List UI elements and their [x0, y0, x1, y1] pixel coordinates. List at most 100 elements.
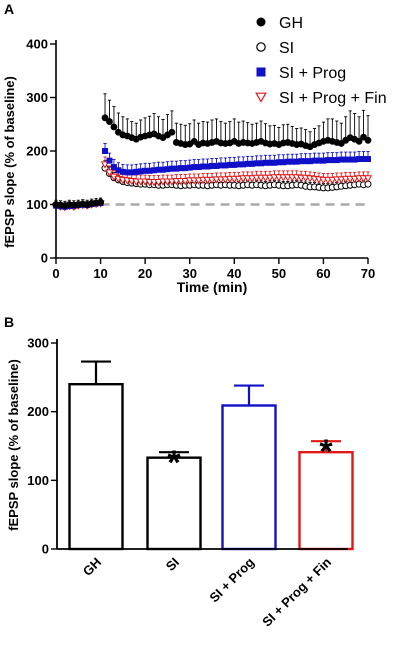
x-tick-label: 20	[138, 266, 152, 281]
data-point	[235, 161, 242, 168]
legend-marker	[256, 42, 266, 52]
data-point	[102, 148, 109, 154]
bars-layer: GH * SI SI + Prog * SI + Prog + Fin	[68, 360, 354, 629]
data-point	[311, 157, 318, 164]
data-point	[207, 176, 217, 185]
data-point	[124, 169, 131, 176]
data-point	[168, 128, 176, 136]
y-tick-label: 300	[26, 90, 48, 105]
data-point	[106, 118, 113, 125]
series-layer	[51, 93, 373, 212]
panel-a-label: A	[4, 1, 14, 17]
data-point	[247, 175, 257, 183]
data-point	[155, 166, 162, 173]
data-point	[333, 157, 340, 164]
panel-a-y-axis-label: fEPSP slope (% of baseline)	[2, 76, 17, 248]
axes-layer: 0 100 200 300	[27, 336, 348, 557]
legend-marker	[256, 17, 266, 27]
data-point	[204, 163, 211, 170]
data-point	[249, 160, 256, 167]
data-point	[284, 158, 291, 165]
data-point	[355, 137, 363, 145]
data-point	[244, 160, 251, 167]
data-point	[181, 177, 190, 186]
data-point	[133, 168, 140, 175]
data-point	[159, 166, 166, 173]
panel-b-y-axis-label: fEPSP slope (% of baseline)	[6, 359, 21, 531]
legend-item: SI + Prog + Fin	[255, 90, 387, 107]
data-point	[293, 158, 300, 165]
category-label: GH	[80, 555, 104, 579]
data-point	[265, 174, 275, 183]
panel-b-label: B	[4, 314, 14, 330]
y-tick-label: 200	[26, 144, 48, 159]
data-point	[240, 161, 247, 168]
legend-marker	[256, 67, 266, 77]
significance-marker: *	[167, 444, 181, 482]
series-gh	[52, 93, 372, 209]
legend-item: SI	[256, 40, 294, 57]
data-point	[363, 175, 373, 183]
x-tick-label: 70	[361, 266, 375, 281]
bar	[146, 456, 202, 551]
data-point	[195, 164, 202, 171]
data-point	[177, 165, 184, 172]
y-tick-label: 400	[26, 37, 48, 52]
data-point	[200, 163, 207, 170]
data-point	[115, 167, 122, 174]
data-point	[262, 159, 269, 166]
legend-marker	[255, 92, 267, 103]
data-point	[191, 164, 198, 171]
category-label: SI + Prog + Fin	[259, 554, 334, 629]
data-point	[356, 156, 363, 163]
category-label: SI + Prog	[206, 554, 257, 605]
bar	[68, 383, 124, 551]
data-point	[337, 176, 346, 184]
data-point	[167, 178, 177, 186]
axes-layer: 0 100 200 300 400 0 10 20 30 40 50 60 70	[26, 37, 375, 282]
data-point	[364, 136, 372, 144]
category-label: SI	[163, 555, 182, 574]
data-point	[213, 162, 220, 169]
legend-label: SI	[279, 40, 294, 57]
significance-marker: *	[319, 433, 333, 471]
data-point	[302, 158, 309, 165]
y-tick-label: 100	[26, 197, 48, 212]
data-point	[209, 162, 215, 169]
data-point	[266, 159, 273, 166]
panel-a-x-axis-label: Time (min)	[177, 279, 248, 295]
data-point	[142, 167, 149, 174]
x-tick-label: 10	[93, 266, 107, 281]
data-point	[253, 160, 260, 167]
data-point	[173, 165, 180, 172]
data-point	[110, 164, 117, 171]
data-point	[329, 157, 336, 164]
data-point	[226, 161, 233, 168]
bar-group-gh: GH	[68, 360, 124, 579]
data-point	[289, 158, 296, 165]
data-point	[137, 168, 144, 175]
x-tick-label: 0	[52, 266, 59, 281]
bar-group-si-prog: SI + Prog	[206, 384, 277, 605]
data-point	[307, 158, 314, 165]
bar-group-si: * SI	[146, 444, 202, 574]
y-tick-label: 0	[42, 542, 49, 557]
data-point	[168, 165, 175, 172]
series-si-prog-fin	[51, 156, 373, 212]
data-point	[222, 162, 229, 169]
data-point	[342, 156, 349, 163]
data-point	[194, 177, 203, 185]
x-tick-label: 50	[272, 266, 286, 281]
data-point	[110, 123, 118, 131]
legend-label: GH	[279, 15, 303, 32]
data-point	[154, 179, 163, 187]
data-point	[217, 162, 224, 169]
data-point	[275, 159, 282, 166]
data-point	[151, 167, 158, 174]
data-point	[182, 165, 189, 172]
legend-label: SI + Prog + Fin	[279, 90, 387, 107]
data-point	[146, 167, 153, 174]
x-tick-label: 30	[182, 266, 196, 281]
x-tick-label: 60	[316, 266, 330, 281]
